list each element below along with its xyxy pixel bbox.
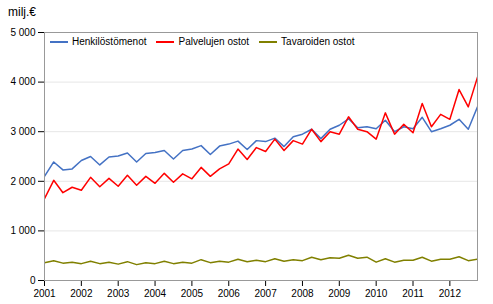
svg-text:2007: 2007 (254, 288, 277, 299)
html-text:Palvelujen ostot: Palvelujen ostot (178, 36, 250, 47)
svg-text:1 000: 1 000 (10, 225, 35, 236)
svg-text:4 000: 4 000 (10, 76, 35, 87)
svg-text:2006: 2006 (218, 288, 241, 299)
svg-text:2009: 2009 (328, 288, 351, 299)
svg-text:2010: 2010 (365, 288, 388, 299)
svg-text:2001: 2001 (33, 288, 56, 299)
svg-text:2003: 2003 (107, 288, 130, 299)
svg-text:2012: 2012 (439, 288, 462, 299)
svg-text:2 000: 2 000 (10, 176, 35, 187)
svg-text:0: 0 (30, 275, 36, 286)
svg-text:2004: 2004 (144, 288, 167, 299)
html-text:Tavaroiden ostot: Tavaroiden ostot (281, 36, 355, 47)
html-text:Henkilöstömenot: Henkilöstömenot (72, 36, 147, 47)
svg-text:5 000: 5 000 (10, 27, 35, 38)
svg-text:2005: 2005 (181, 288, 204, 299)
svg-text:2011: 2011 (402, 288, 424, 299)
svg-text:3 000: 3 000 (10, 126, 35, 137)
svg-text:2002: 2002 (70, 288, 93, 299)
html-text:milj.€: milj.€ (8, 5, 36, 19)
svg-text:2008: 2008 (291, 288, 314, 299)
